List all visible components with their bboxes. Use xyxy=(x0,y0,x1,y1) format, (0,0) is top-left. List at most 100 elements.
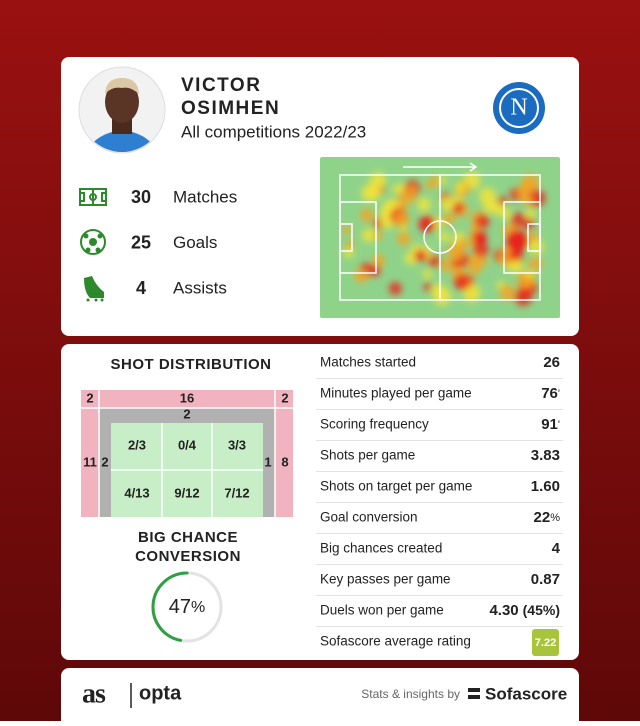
stat-number: 4 xyxy=(552,540,561,557)
stat-number: 76 xyxy=(541,385,558,402)
heat-spot xyxy=(473,241,489,258)
assists-icon xyxy=(84,276,104,302)
club-logo: N xyxy=(493,82,545,134)
heat-spot xyxy=(456,238,469,251)
stat-number: 0.87 xyxy=(531,571,560,588)
heat-spot xyxy=(468,263,481,276)
stat-number: 4.30 xyxy=(489,602,518,619)
stat-label: Shots on target per game xyxy=(320,479,472,494)
heat-spot xyxy=(374,232,382,240)
stat-unit: ' xyxy=(558,388,560,400)
zone-count: 2 xyxy=(183,406,190,421)
summary-label: Goals xyxy=(173,233,217,252)
zone-count: 2 xyxy=(281,390,288,405)
heat-spot xyxy=(388,281,402,296)
heat-spot xyxy=(426,181,434,189)
heat-spot xyxy=(354,268,369,283)
zone-count: 2/3 xyxy=(128,437,146,452)
zone-count: 1 xyxy=(264,454,271,469)
gauge-arc xyxy=(151,571,189,642)
stat-value: 0.87 xyxy=(531,571,560,588)
stat-unit: % xyxy=(550,512,560,524)
partner-logo: opta xyxy=(139,682,182,704)
stat-number: 1.60 xyxy=(531,478,560,495)
stat-value: 3.83 xyxy=(531,447,560,464)
heat-spot xyxy=(510,259,524,273)
summary-value: 30 xyxy=(131,187,151,207)
stat-number: 91 xyxy=(541,416,558,433)
stat-value: 26 xyxy=(543,354,560,371)
stat-value: 22% xyxy=(534,509,561,526)
summary-value: 25 xyxy=(131,232,151,252)
stat-value: 91' xyxy=(541,416,560,433)
stat-unit: ' xyxy=(558,419,560,431)
heat-spot xyxy=(499,284,516,301)
stat-label: Key passes per game xyxy=(320,572,451,587)
heat-spot xyxy=(369,265,381,277)
heat-spot xyxy=(423,282,432,292)
stat-label: Matches started xyxy=(320,355,416,370)
heat-spot xyxy=(417,197,432,212)
zone-count: 2 xyxy=(86,390,93,405)
section-title: BIG CHANCE CONVERSION xyxy=(135,529,241,565)
gauge-value: 47 xyxy=(169,596,191,618)
heat-spot xyxy=(525,209,536,220)
heat-spot xyxy=(440,196,456,211)
heat-spot xyxy=(346,241,354,249)
provider-logo: Sofascore xyxy=(485,684,567,703)
heat-spot xyxy=(453,274,470,291)
heat-spot xyxy=(396,231,411,246)
heat-spot xyxy=(343,226,351,234)
footer-card xyxy=(61,668,579,726)
stat-label: Goal conversion xyxy=(320,510,418,525)
summary-label: Matches xyxy=(173,187,237,206)
zone-count: 2 xyxy=(101,454,108,469)
heat-spot xyxy=(523,179,533,190)
heat-spot xyxy=(455,182,466,193)
subtitle: All competitions 2022/23 xyxy=(181,122,366,141)
heat-spot xyxy=(528,239,544,255)
stat-label: Scoring frequency xyxy=(320,417,429,432)
heat-spot xyxy=(360,208,374,222)
heat-spot xyxy=(418,215,436,233)
stat-value: 4.30 (45%) xyxy=(489,602,560,619)
zone-count: 7/12 xyxy=(224,485,249,500)
heat-spot xyxy=(395,183,405,193)
heat-spot xyxy=(522,195,533,206)
brand-logo: as xyxy=(82,678,106,709)
matches-icon xyxy=(79,188,107,206)
stat-detail: (45%) xyxy=(523,602,560,618)
zone-count: 16 xyxy=(180,390,194,405)
shot-map xyxy=(81,390,293,517)
summary-value: 4 xyxy=(136,278,146,298)
summary-label: Assists xyxy=(173,278,227,297)
goals-icon xyxy=(80,229,106,255)
stat-number: 3.83 xyxy=(531,447,560,464)
heat-spot xyxy=(524,269,534,279)
summary: 30 Matches 25 Goals 4 Assists xyxy=(131,187,237,298)
gauge: 47% xyxy=(151,571,205,642)
zone-count: 11 xyxy=(83,454,97,469)
zone-count: 0/4 xyxy=(178,437,197,452)
rating-badge xyxy=(532,629,559,656)
heat-spot xyxy=(440,259,453,272)
heat-spot xyxy=(473,231,487,245)
heat-spot xyxy=(408,186,416,194)
zone-count: 4/13 xyxy=(124,485,149,500)
stat-number: 22 xyxy=(534,509,551,526)
stats-list: Matches started 26 Minutes played per game… xyxy=(316,354,563,656)
player-photo xyxy=(78,66,166,154)
stat-label: Duels won per game xyxy=(320,603,444,618)
zone-count: 8 xyxy=(281,454,288,469)
heat-spot xyxy=(524,276,534,287)
heat-spot xyxy=(483,199,498,214)
provider-icon xyxy=(468,688,480,699)
heat-spot xyxy=(414,249,427,262)
heat-spot xyxy=(528,256,543,271)
stat-label: Big chances created xyxy=(320,541,442,556)
stat-value: 4 xyxy=(552,540,561,557)
heat-spot xyxy=(369,172,387,189)
heat-spot xyxy=(506,230,528,252)
zone-count: 9/12 xyxy=(174,485,199,500)
